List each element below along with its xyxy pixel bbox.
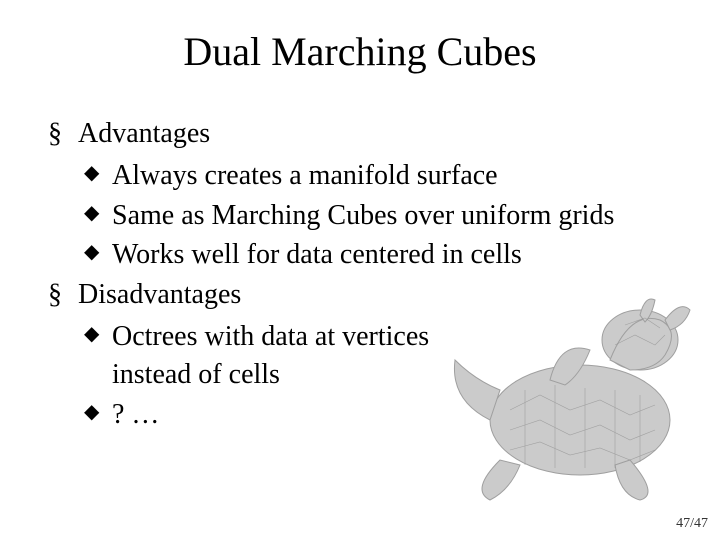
bullet-item: Octrees with data at vertices instead of…	[48, 318, 468, 394]
bullet-item: Same as Marching Cubes over uniform grid…	[48, 197, 668, 235]
slide-body: Dual Marching Cubes Advantages Always cr…	[0, 0, 720, 540]
bullet-item: Always creates a manifold surface	[48, 157, 668, 195]
dragon-mesh-icon	[430, 250, 710, 510]
page-number: 47/47	[676, 516, 708, 532]
slide-title: Dual Marching Cubes	[48, 28, 672, 75]
section-heading-advantages: Advantages	[48, 115, 668, 153]
